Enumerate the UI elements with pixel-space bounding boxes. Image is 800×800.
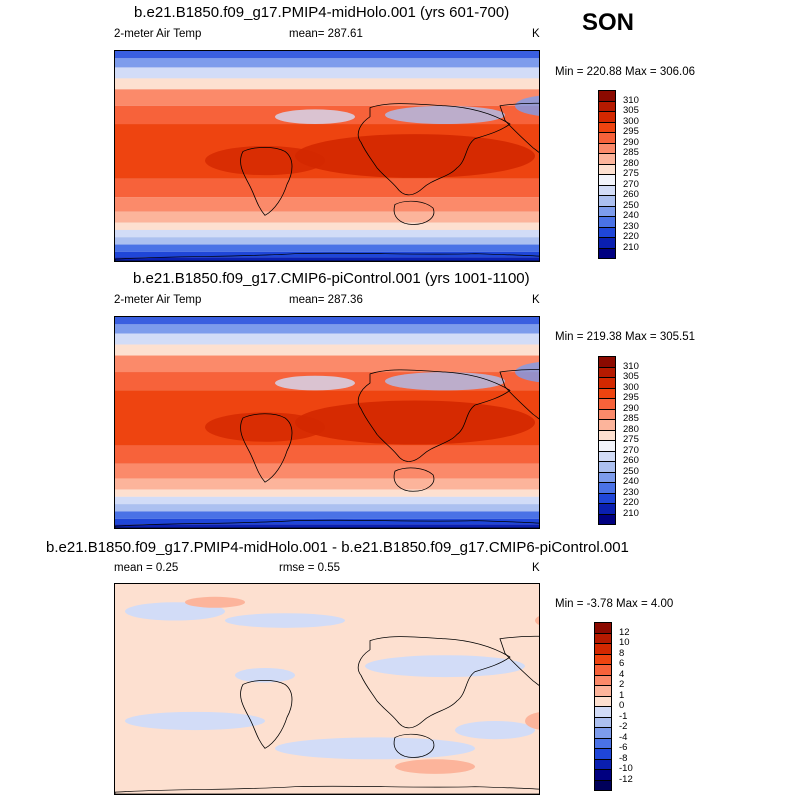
colorbar-tick-label: 220	[623, 497, 639, 508]
panel-3-colorbar: 12 10 8 6 4 2 1 0 -1 -2 -4 -6 -8 -10 -12	[594, 622, 633, 791]
colorbar-tick-label: 240	[623, 476, 639, 487]
colorbar-tick-label: -8	[619, 752, 628, 764]
colorbar-swatch	[598, 247, 616, 259]
colorbar-tick-label: 220	[623, 231, 639, 242]
colorbar-tick-label: 250	[623, 465, 639, 477]
panel-2-minmax-label: Min = 219.38 Max = 305.51	[555, 331, 696, 343]
colorbar-tick-label: 275	[623, 168, 639, 179]
colorbar-tick-label: 240	[623, 210, 639, 221]
colorbar-tick-label: 300	[623, 381, 639, 393]
colorbar-tick-label: 280	[623, 157, 639, 169]
map-field	[115, 584, 539, 794]
colorbar-tick-label: 8	[619, 647, 625, 659]
panel-2-map	[114, 316, 540, 529]
panel-2-title: b.e21.B1850.f09_g17.CMIP6-piControl.001 …	[133, 270, 530, 287]
colorbar-tick-label: -10	[619, 763, 633, 774]
panel-3-minmax-label: Min = -3.78 Max = 4.00	[555, 598, 674, 610]
colorbar-tick-label: 275	[623, 434, 639, 445]
colorbar-tick-label: 285	[623, 147, 639, 158]
colorbar-tick-label: 12	[619, 626, 630, 638]
colorbar-tick-label: 305	[623, 371, 639, 382]
colorbar-swatch	[594, 779, 612, 791]
colorbar-tick-label: 290	[623, 402, 639, 414]
panel-2-colorbar: 310 305 300 295 290 285 280 275 270 260 250 240 230 2…	[598, 356, 639, 525]
panel-3-rmse-label: rmse = 0.55	[279, 562, 341, 574]
colorbar-tick-label: 280	[623, 423, 639, 435]
colorbar-tick-label: 6	[619, 658, 625, 669]
colorbar-tick-label: 1	[619, 689, 625, 701]
colorbar-tick-label: 2	[619, 679, 625, 690]
colorbar-swatch	[598, 513, 616, 525]
colorbar-tick-label: 295	[623, 126, 639, 137]
colorbar-tick-label: 285	[623, 413, 639, 424]
colorbar-tick-label: 10	[619, 637, 630, 648]
panel-3-mean-label: mean = 0.25	[114, 562, 179, 574]
colorbar-tick-label: 270	[623, 178, 639, 190]
panel-2-variable-label: 2-meter Air Temp	[114, 294, 202, 306]
colorbar-tick-label: 4	[619, 668, 625, 680]
panel-1-colorbar: 310 305 300 295 290 285 280 275 270 260 250 240 230 2…	[598, 90, 639, 259]
colorbar-tick-label: 210	[623, 241, 639, 253]
map-field	[115, 317, 539, 528]
colorbar-tick-label: -1	[619, 710, 628, 722]
panel-1-units-label: K	[532, 28, 540, 40]
panel-1-title: b.e21.B1850.f09_g17.PMIP4-midHolo.001 (y…	[134, 4, 510, 21]
colorbar-tick-label: -6	[619, 742, 628, 753]
colorbar-tick-label: 250	[623, 199, 639, 211]
colorbar-tick-label: 290	[623, 136, 639, 148]
colorbar-tick-label: -12	[619, 773, 633, 785]
colorbar-tick-label: 305	[623, 105, 639, 116]
panel-3-title: b.e21.B1850.f09_g17.PMIP4-midHolo.001 - …	[46, 539, 629, 556]
panel-2-units-label: K	[532, 294, 540, 306]
panel-1-minmax-label: Min = 220.88 Max = 306.06	[555, 66, 696, 78]
panel-1-variable-label: 2-meter Air Temp	[114, 28, 202, 40]
colorbar-tick-label: 295	[623, 392, 639, 403]
panel-1-mean-label: mean= 287.61	[289, 28, 363, 40]
colorbar-tick-label: 0	[619, 700, 625, 711]
colorbar-tick-label: 260	[623, 455, 639, 466]
colorbar-tick-label: 310	[623, 94, 639, 106]
panel-3-units-label: K	[532, 562, 540, 574]
colorbar-tick-label: 300	[623, 115, 639, 127]
colorbar-tick-label: -2	[619, 721, 628, 732]
colorbar-tick-label: 260	[623, 189, 639, 200]
colorbar-tick-label: 270	[623, 444, 639, 456]
colorbar-tick-label: 310	[623, 360, 639, 372]
season-label: SON	[582, 9, 635, 36]
panel-1-map	[114, 50, 540, 262]
colorbar-tick-label: 210	[623, 507, 639, 519]
colorbar-tick-label: 230	[623, 486, 639, 498]
colorbar-tick-label: -4	[619, 731, 628, 743]
panel-2-mean-label: mean= 287.36	[289, 294, 363, 306]
map-field	[115, 51, 539, 261]
colorbar-tick-label: 230	[623, 220, 639, 232]
panel-3-map	[114, 583, 540, 795]
